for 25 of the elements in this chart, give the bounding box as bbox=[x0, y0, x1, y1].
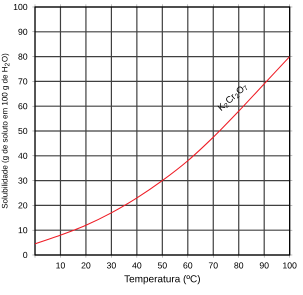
x-tick-label: 20 bbox=[82, 262, 90, 268]
x-tick-label: 10 bbox=[56, 262, 65, 268]
y-tick-label: 80 bbox=[18, 54, 28, 60]
y-tick-label: 90 bbox=[18, 28, 28, 35]
x-tick-label: 40 bbox=[132, 262, 142, 268]
y-tick-label: 30 bbox=[18, 178, 28, 184]
y-axis-title: Solubilidade (g de soluto em 100 g de H$_{2}$O) bbox=[2, 54, 10, 208]
x-axis-title: Temperatura (ºC) bbox=[124, 275, 200, 284]
y-tick-label: 10 bbox=[18, 227, 28, 234]
x-tick-label: 90 bbox=[260, 262, 269, 268]
x-tick-label: 80 bbox=[234, 262, 244, 268]
x-tick-label: 60 bbox=[183, 262, 192, 268]
x-tick-label: 30 bbox=[106, 262, 116, 268]
line-series bbox=[35, 56, 290, 244]
y-tick-label: 70 bbox=[18, 78, 28, 84]
y-tick-label: 0 bbox=[23, 252, 28, 258]
y-tick-label: 50 bbox=[18, 128, 28, 134]
x-tick-label: 50 bbox=[158, 262, 167, 268]
y-tick-label: 40 bbox=[18, 152, 28, 159]
x-tick-label: 100 bbox=[283, 262, 297, 268]
y-tick-label: 100 bbox=[14, 4, 28, 10]
y-tick-label: 60 bbox=[18, 103, 28, 110]
y-tick-label: 20 bbox=[18, 202, 28, 208]
x-tick-label: 70 bbox=[208, 262, 218, 268]
annotation: K$_{2}$Cr$_{2}$O$_{7}$ bbox=[217, 85, 248, 111]
